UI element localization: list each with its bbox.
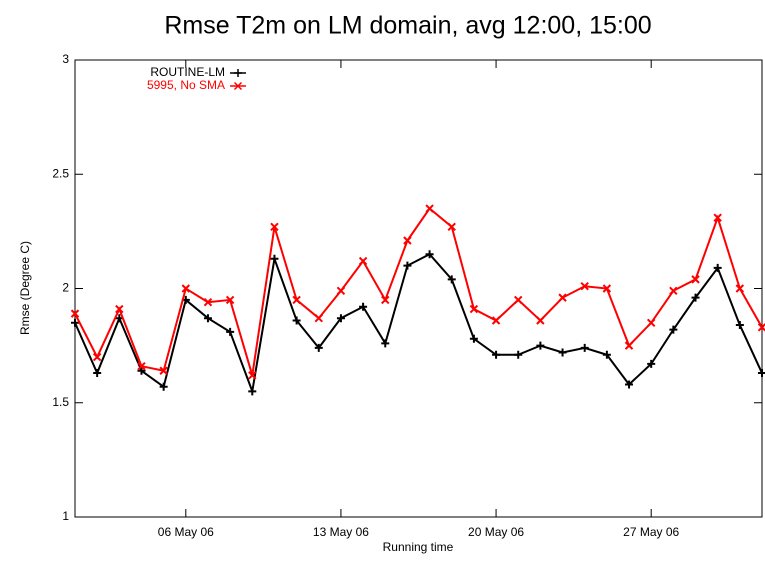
data-point xyxy=(491,316,501,325)
data-point xyxy=(270,222,279,232)
x-tick-label: 20 May 06 xyxy=(468,525,524,539)
data-point xyxy=(137,361,146,371)
legend-marker xyxy=(233,81,243,91)
data-point xyxy=(292,316,301,325)
data-point xyxy=(624,341,634,350)
data-point xyxy=(514,295,523,305)
data-point xyxy=(646,318,656,327)
data-point xyxy=(359,302,368,311)
x-tick-label: 06 May 06 xyxy=(158,525,214,539)
data-point xyxy=(713,213,722,222)
legend-label: ROUTINE-LM xyxy=(150,65,225,79)
data-point xyxy=(691,275,700,284)
data-point xyxy=(115,304,124,314)
data-point xyxy=(514,350,523,359)
data-point xyxy=(248,387,257,396)
data-point xyxy=(159,366,168,375)
data-point xyxy=(558,348,567,357)
data-point xyxy=(735,284,745,293)
data-point xyxy=(93,369,102,378)
data-point xyxy=(270,254,279,263)
data-point xyxy=(691,293,700,302)
data-point xyxy=(336,286,346,295)
data-point xyxy=(492,350,501,359)
x-tick-label: 13 May 06 xyxy=(313,525,369,539)
data-point xyxy=(403,261,412,270)
data-point xyxy=(536,341,545,350)
series-line xyxy=(74,252,763,396)
data-point xyxy=(159,382,168,391)
data-point xyxy=(137,366,146,375)
legend-label: 5995, No SMA xyxy=(147,78,225,92)
y-tick-label: 1.5 xyxy=(52,395,69,409)
data-point xyxy=(336,314,345,323)
data-point xyxy=(314,313,323,323)
data-point xyxy=(536,316,545,325)
y-tick-label: 2 xyxy=(62,281,69,295)
data-point xyxy=(758,369,765,378)
y-axis-label: Rmse (Degree C) xyxy=(18,241,32,335)
data-point xyxy=(181,284,191,293)
y-tick-label: 1 xyxy=(62,509,69,523)
data-point xyxy=(469,334,478,343)
data-point xyxy=(425,250,434,259)
data-point xyxy=(669,325,678,334)
data-point xyxy=(292,295,301,305)
data-point xyxy=(580,343,589,352)
data-point xyxy=(226,327,235,336)
data-point xyxy=(647,359,656,368)
data-point xyxy=(713,263,722,272)
data-point xyxy=(70,309,80,318)
data-point xyxy=(358,256,368,266)
data-point xyxy=(425,204,434,213)
data-point xyxy=(602,284,612,293)
x-tick-label: 27 May 06 xyxy=(623,525,679,539)
plot-frame xyxy=(74,59,763,518)
data-point xyxy=(71,318,79,327)
data-point xyxy=(757,323,765,332)
data-point xyxy=(625,380,634,389)
data-point xyxy=(602,350,611,359)
y-tick-label: 3 xyxy=(62,52,69,66)
data-point xyxy=(447,222,456,232)
data-point xyxy=(248,371,257,380)
data-point xyxy=(225,295,235,305)
legend-marker xyxy=(234,69,242,77)
data-point xyxy=(403,236,412,245)
data-point xyxy=(203,314,212,323)
data-point xyxy=(381,295,390,305)
data-point xyxy=(381,339,390,348)
data-point xyxy=(469,304,479,314)
data-point xyxy=(92,352,102,362)
data-point xyxy=(735,321,744,330)
data-point xyxy=(447,275,456,284)
data-point xyxy=(669,286,678,295)
data-point xyxy=(558,293,567,302)
y-tick-label: 2.5 xyxy=(52,166,69,180)
data-point xyxy=(203,298,213,307)
data-point xyxy=(314,343,323,352)
chart-title: Rmse T2m on LM domain, avg 12:00, 15:00 xyxy=(164,12,651,40)
x-axis-label: Running time xyxy=(383,540,454,554)
data-point xyxy=(580,282,589,291)
